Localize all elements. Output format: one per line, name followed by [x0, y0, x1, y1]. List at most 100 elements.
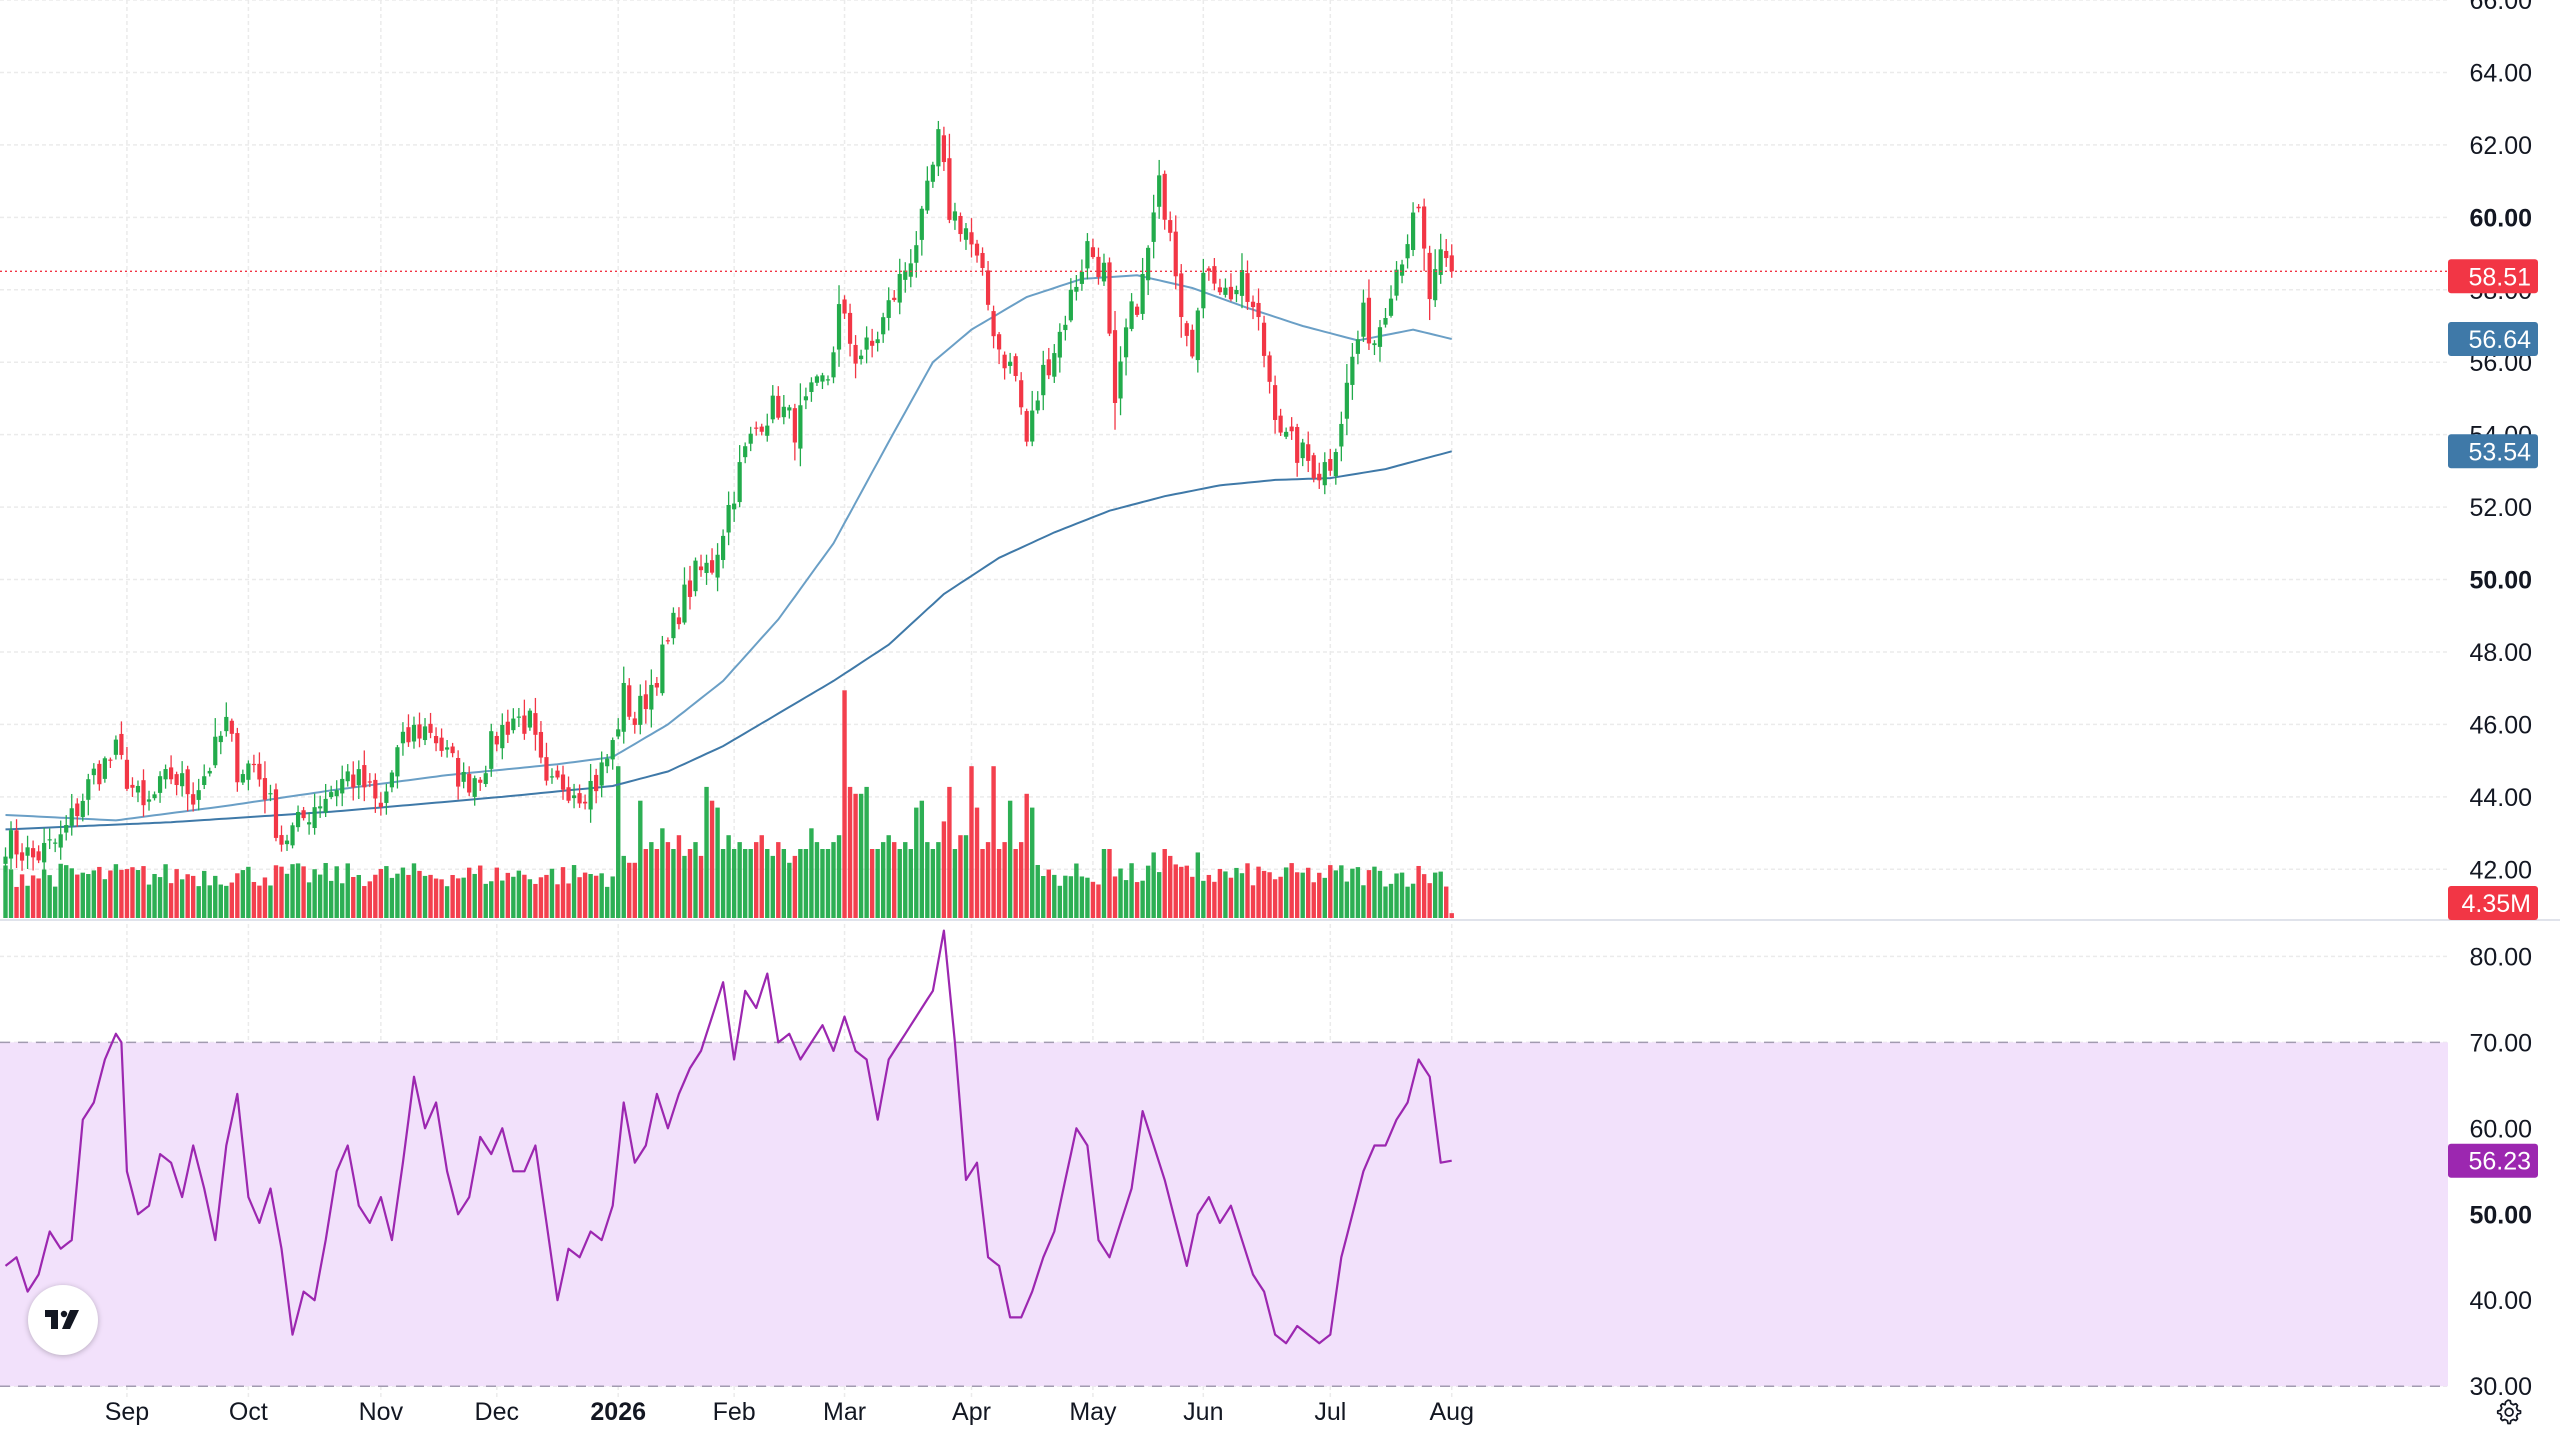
- candle-body: [489, 731, 494, 769]
- volume-bar: [792, 855, 798, 918]
- tradingview-logo-icon[interactable]: [28, 1285, 98, 1355]
- volume-bar: [1112, 876, 1118, 918]
- candle-body: [1063, 324, 1068, 331]
- volume-bar: [571, 865, 577, 918]
- candle-body: [389, 772, 394, 788]
- volume-bar: [384, 866, 389, 918]
- candle-body: [770, 395, 775, 420]
- volume-bar: [1328, 865, 1333, 918]
- time-tick-label: Nov: [359, 1398, 404, 1426]
- volume-bar: [108, 870, 113, 918]
- volume-bar: [654, 849, 660, 918]
- volume-bar: [748, 849, 753, 918]
- candle-body: [1195, 310, 1200, 361]
- candle-body: [362, 765, 367, 788]
- volume-bar: [1074, 863, 1079, 918]
- volume-bar: [996, 849, 1002, 918]
- gear-icon[interactable]: [2488, 1392, 2528, 1432]
- price-tick-label: 52.00: [2469, 494, 2532, 522]
- volume-bar: [240, 870, 246, 918]
- candle-body: [941, 135, 946, 163]
- candle-body: [1228, 286, 1234, 300]
- volume-bar: [1190, 876, 1195, 918]
- candle-body: [1372, 343, 1377, 346]
- volume-bar: [963, 835, 969, 918]
- volume-bar: [124, 869, 130, 918]
- volume-bar: [914, 807, 919, 918]
- candle-body: [411, 724, 417, 742]
- candle-body: [991, 311, 996, 337]
- volume-bar: [135, 870, 141, 918]
- candle-body: [1008, 361, 1013, 366]
- volume-bar: [91, 870, 97, 918]
- volume-bar: [439, 879, 444, 918]
- candle-body: [1074, 286, 1079, 292]
- volume-bar: [709, 800, 715, 918]
- volume-bar: [1250, 885, 1256, 918]
- candle-body: [295, 811, 301, 828]
- volume-bar: [334, 866, 339, 918]
- candle-body: [135, 785, 141, 793]
- candle-body: [1311, 455, 1316, 479]
- volume-bar: [516, 870, 522, 918]
- ma-fast-badge-bg: [2448, 322, 2538, 357]
- volume-bar: [251, 881, 257, 918]
- volume-bar: [1344, 881, 1350, 918]
- rsi-tick-label: 80.00: [2469, 943, 2532, 971]
- volume-bar: [974, 807, 980, 918]
- volume-bar: [102, 879, 108, 918]
- candle-body: [1295, 427, 1300, 463]
- candle-body: [814, 376, 820, 383]
- volume-bar: [737, 842, 742, 918]
- candle-body: [467, 773, 472, 793]
- candle-body: [1344, 382, 1349, 419]
- candle-body: [1052, 353, 1057, 377]
- volume-bar: [582, 872, 588, 918]
- time-tick-label: Apr: [952, 1398, 991, 1426]
- volume-bar: [362, 886, 367, 918]
- volume-bar: [1046, 869, 1051, 918]
- volume-bar: [616, 766, 621, 918]
- candle-body: [1035, 400, 1040, 411]
- rsi-tick-label: 50.00: [2469, 1201, 2532, 1229]
- candle-body: [75, 803, 80, 817]
- volume-bar: [621, 855, 626, 918]
- volume-bar: [798, 849, 803, 918]
- volume-bar: [627, 862, 632, 918]
- candle-body: [687, 580, 693, 597]
- volume-bar: [825, 849, 831, 918]
- volume-bar: [593, 875, 599, 918]
- candle-body: [1416, 206, 1421, 209]
- volume-bar: [533, 883, 538, 918]
- time-tick-label: Mar: [823, 1398, 866, 1426]
- volume-bar: [1101, 849, 1107, 918]
- rsi-tick-label: 60.00: [2469, 1115, 2532, 1143]
- volume-bar: [1002, 842, 1007, 918]
- volume-bar: [41, 869, 47, 918]
- candle-body: [997, 334, 1002, 350]
- candle-body: [439, 737, 444, 751]
- candle-body: [64, 825, 69, 833]
- volume-bar: [1156, 872, 1162, 918]
- volume-bar: [1300, 872, 1305, 918]
- candle-body: [169, 767, 174, 780]
- volume-bar: [1195, 852, 1201, 918]
- volume-bar: [351, 876, 356, 918]
- candle-body: [19, 852, 25, 861]
- volume-bar: [1228, 877, 1234, 918]
- volume-bar: [803, 849, 809, 918]
- volume-bar: [638, 800, 643, 918]
- volume-bar: [660, 828, 665, 918]
- candle-body: [58, 834, 63, 848]
- candle-body: [594, 774, 599, 792]
- volume-bar: [1096, 884, 1101, 918]
- volume-bar: [566, 883, 571, 918]
- volume-bar: [814, 842, 820, 918]
- candle-body: [1201, 272, 1206, 309]
- candle-body: [963, 228, 969, 240]
- candle-body: [8, 830, 14, 859]
- candle-body: [610, 740, 615, 760]
- candle-body: [1135, 306, 1140, 315]
- candle-body: [251, 763, 256, 766]
- volume-bar: [671, 849, 676, 918]
